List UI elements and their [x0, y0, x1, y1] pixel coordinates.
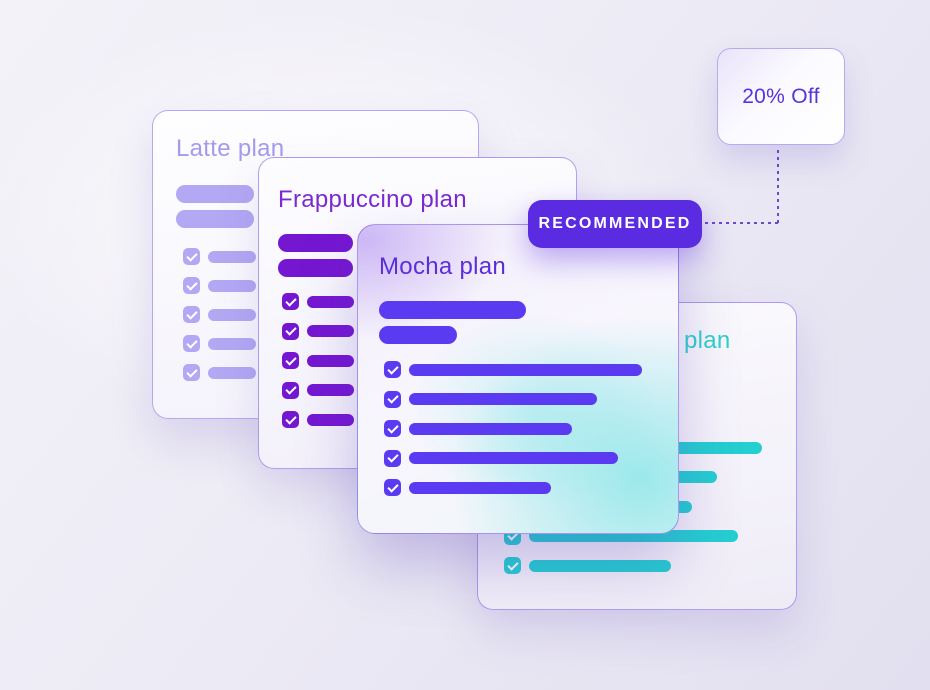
latte-feature-row: [183, 277, 256, 294]
checkbox-checked-icon: [183, 248, 200, 265]
latte-plan-summary-bars: [176, 185, 254, 228]
feature-text-bar: [307, 354, 354, 367]
latte-summary-bar: [176, 210, 254, 228]
checkbox-checked-icon: [183, 364, 200, 381]
checkbox-checked-icon: [282, 411, 299, 428]
checkbox-checked-icon: [282, 322, 299, 340]
frappuccino-plan-feature-list: [282, 293, 354, 428]
checkbox-checked-icon: [183, 277, 200, 294]
frappuccino-plan-summary-bars: [278, 234, 353, 277]
checkbox-checked-icon: [183, 335, 200, 352]
checkbox-checked-icon: [282, 352, 299, 369]
latte-feature-row: [183, 248, 256, 265]
feature-text-bar: [307, 325, 354, 337]
latte-plan-feature-list: [183, 248, 256, 381]
checkbox-checked-icon: [282, 293, 299, 310]
latte-feature-row: [183, 335, 256, 352]
mocha-summary-bar: [379, 301, 526, 319]
checkbox-checked-icon: [183, 306, 200, 323]
mocha-plan-feature-list: [384, 361, 642, 496]
checkbox-checked-icon: [384, 361, 401, 378]
mocha-plan-title: Mocha plan: [379, 253, 507, 280]
checkbox-checked-icon: [384, 449, 401, 467]
feature-text-bar: [208, 337, 256, 350]
feature-text-bar: [409, 363, 642, 376]
feature-text-bar: [409, 452, 618, 464]
frappuccino-feature-row: [282, 411, 354, 428]
feature-text-bar: [409, 393, 597, 405]
frappuccino-summary-bar: [278, 259, 353, 277]
frappuccino-feature-row: [282, 322, 354, 340]
checkbox-checked-icon: [384, 390, 401, 408]
teal-plan-title: plan: [684, 327, 731, 354]
connector-dotted-line-horizontal: [705, 222, 778, 224]
feature-text-bar: [409, 422, 572, 435]
latte-feature-row: [183, 364, 256, 381]
feature-text-bar: [208, 250, 256, 263]
feature-text-bar: [208, 366, 256, 379]
frappuccino-summary-bar: [278, 234, 353, 252]
frappuccino-plan-title: Frappuccino plan: [278, 186, 467, 213]
latte-summary-bar: [176, 185, 254, 203]
checkbox-checked-icon: [384, 479, 401, 496]
feature-text-bar: [208, 279, 256, 292]
feature-text-bar: [529, 559, 671, 572]
checkbox-checked-icon: [282, 381, 299, 399]
mocha-plan-summary-bars: [379, 301, 526, 344]
checkbox-checked-icon: [504, 557, 521, 574]
frappuccino-feature-row: [282, 381, 354, 399]
recommended-badge-label: RECOMMENDED: [538, 215, 692, 232]
mocha-summary-bar: [379, 326, 457, 344]
teal-feature-row: [504, 557, 762, 574]
mocha-feature-row: [384, 361, 642, 378]
latte-feature-row: [183, 306, 256, 323]
mocha-feature-row: [384, 449, 642, 467]
feature-text-bar: [208, 308, 256, 321]
recommended-badge: RECOMMENDED: [528, 200, 702, 248]
feature-text-bar: [409, 481, 551, 494]
feature-text-bar: [307, 413, 354, 426]
mocha-plan-card: Mocha plan: [357, 224, 679, 534]
discount-badge: 20% Off: [717, 48, 845, 145]
mocha-feature-row: [384, 420, 642, 437]
mocha-feature-row: [384, 390, 642, 408]
mocha-feature-row: [384, 479, 642, 496]
checkbox-checked-icon: [384, 420, 401, 437]
connector-dotted-line-vertical: [777, 150, 779, 223]
feature-text-bar: [307, 295, 354, 308]
latte-plan-title: Latte plan: [176, 135, 285, 162]
frappuccino-feature-row: [282, 293, 354, 310]
discount-badge-label: 20% Off: [742, 84, 820, 108]
feature-text-bar: [307, 384, 354, 396]
frappuccino-feature-row: [282, 352, 354, 369]
